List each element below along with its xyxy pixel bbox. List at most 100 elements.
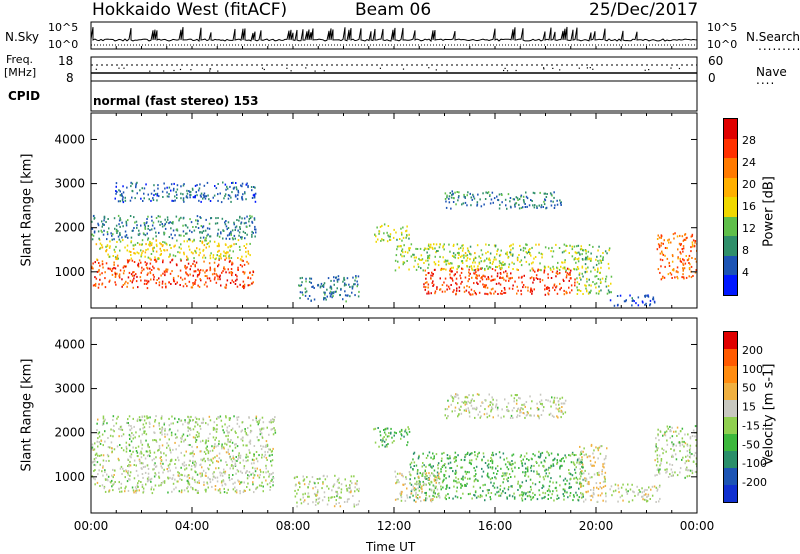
power-cell [604,280,607,283]
nave-point [644,69,646,71]
power-cell [374,233,376,236]
power-cell [300,284,303,287]
power-cell [145,183,147,186]
power-cell [335,276,337,279]
power-cell [99,246,102,249]
velocity-cell [128,444,131,447]
power-cell [185,271,187,274]
power-cell [116,241,118,243]
power-cell [683,267,686,270]
velocity-cell [603,476,606,479]
power-cell [121,236,123,239]
velocity-cell [272,420,274,423]
power-cell [163,182,165,185]
velocity-cell [139,452,141,455]
power-cell [100,229,102,232]
velocity-cell [232,488,235,491]
power-cell [480,249,483,252]
power-cell [172,254,175,257]
velocity-cell [248,441,251,444]
velocity-cell [509,463,511,466]
velocity-cell [503,478,505,481]
velocity-cell [315,498,318,501]
power-cell [472,293,474,296]
power-cell [656,238,659,240]
power-cell [121,285,123,288]
power-cell [481,276,483,279]
velocity-cell [611,494,613,497]
velocity-cell [472,485,475,488]
velocity-cell [374,441,377,444]
power-cell [679,251,681,254]
velocity-cell [562,402,564,405]
power-cell [218,235,221,238]
velocity-cell [167,444,170,447]
velocity-cell [568,454,570,457]
velocity-cell [201,459,204,462]
velocity-cell [526,468,529,471]
power-cell [602,257,604,260]
velocity-cell [266,483,269,486]
power-cell [466,204,468,207]
power-cell [488,265,491,268]
power-cell [488,257,491,260]
power-cell [103,223,105,226]
velocity-cell [419,496,421,499]
velocity-cell [657,467,659,470]
power-cell [484,198,487,200]
velocity-cell [105,460,107,462]
velocity-cell [234,490,237,493]
power-cell [197,189,200,192]
power-cell [176,264,178,267]
power-cell [196,184,198,187]
velocity-cell [468,415,471,418]
velocity-cell [577,499,580,502]
velocity-cell [246,434,249,437]
velocity-cell [185,464,187,467]
velocity-cell [134,436,136,439]
power-cell [520,289,522,292]
power-cell [229,185,231,188]
nave-point [589,67,591,69]
power-cell [556,273,559,275]
power-cell [683,259,685,262]
power-cell [209,279,212,282]
velocity-cell [410,461,413,464]
power-cell [299,297,301,300]
power-cell [550,268,552,271]
velocity-cell [480,415,482,418]
velocity-cell [601,473,603,476]
velocity-cell [317,482,319,485]
velocity-cell [224,423,226,426]
power-cell [230,268,233,270]
power-cell [115,190,117,192]
power-cell [164,282,167,285]
nave-point [323,70,325,72]
power-cell [201,226,204,229]
velocity-cell [163,468,165,471]
velocity-cell [139,419,141,422]
velocity-cell [438,482,441,485]
power-cell [382,239,385,242]
power-cell [450,207,452,210]
power-cell [147,215,149,218]
power-cell [248,220,250,223]
power-cell [200,192,203,195]
velocity-cell [234,459,237,462]
velocity-cell [207,476,209,479]
radar-title: Hokkaido West (fitACF) [92,0,288,20]
velocity-cell [692,429,695,432]
power-cell [501,290,503,292]
velocity-cell [143,432,145,434]
power-cell [239,258,242,261]
nave-point [428,67,430,69]
power-cell [166,249,168,252]
power-cell [487,293,489,296]
power-cell [236,197,239,200]
power-cell [136,181,138,184]
velocity-cell [387,443,389,445]
power-cell [521,275,523,278]
power-cell [234,279,237,282]
power-cell [469,272,471,275]
velocity-cell [247,427,249,429]
